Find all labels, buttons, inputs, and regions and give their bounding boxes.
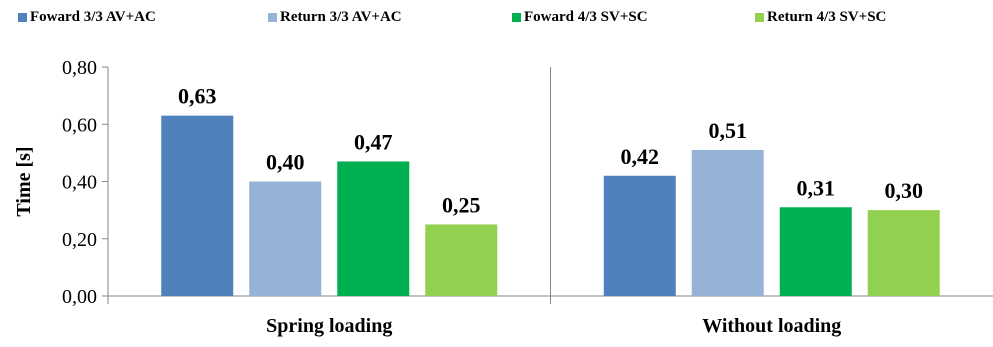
legend-item-return-4-3: Return 4/3 SV+SC [755, 9, 886, 26]
chart-legend: Foward 3/3 AV+AC Return 3/3 AV+AC Foward… [0, 9, 993, 29]
bar-value-label: 0,51 [709, 118, 748, 143]
bar [779, 207, 852, 296]
y-tick-label: 0,80 [62, 57, 97, 79]
category-label: Without loading [702, 315, 841, 337]
category-label: Spring loading [266, 315, 392, 337]
legend-label: Foward 4/3 SV+SC [524, 9, 648, 25]
legend-swatch [18, 13, 27, 22]
y-tick-label: 0,60 [62, 114, 97, 136]
y-tick-label: 0,00 [62, 286, 97, 308]
y-tick-label: 0,40 [62, 172, 97, 194]
legend-swatch [268, 13, 277, 22]
bar-value-label: 0,40 [266, 150, 305, 175]
y-axis-title: Time [s] [13, 146, 35, 216]
bar [249, 181, 322, 296]
bar [691, 150, 764, 296]
bar-value-label: 0,42 [621, 144, 660, 169]
legend-item-return-3-3: Return 3/3 AV+AC [268, 9, 402, 26]
legend-item-foward-3-3: Foward 3/3 AV+AC [18, 9, 156, 26]
bar-value-label: 0,30 [885, 178, 924, 203]
bar [161, 115, 234, 296]
bar [337, 161, 410, 296]
bar-value-label: 0,47 [354, 129, 393, 154]
legend-label: Return 4/3 SV+SC [767, 9, 887, 25]
bar [867, 210, 940, 296]
legend-swatch [512, 13, 521, 22]
legend-label: Foward 3/3 AV+AC [30, 9, 156, 25]
legend-label: Return 3/3 AV+AC [280, 9, 402, 25]
bar [425, 224, 498, 296]
bar [603, 175, 676, 296]
bar-value-label: 0,31 [797, 175, 836, 200]
y-tick-label: 0,20 [62, 229, 97, 251]
bar-value-label: 0,25 [442, 192, 481, 217]
legend-item-foward-4-3: Foward 4/3 SV+SC [512, 9, 648, 26]
bar-value-label: 0,63 [178, 84, 217, 109]
legend-swatch [755, 13, 764, 22]
